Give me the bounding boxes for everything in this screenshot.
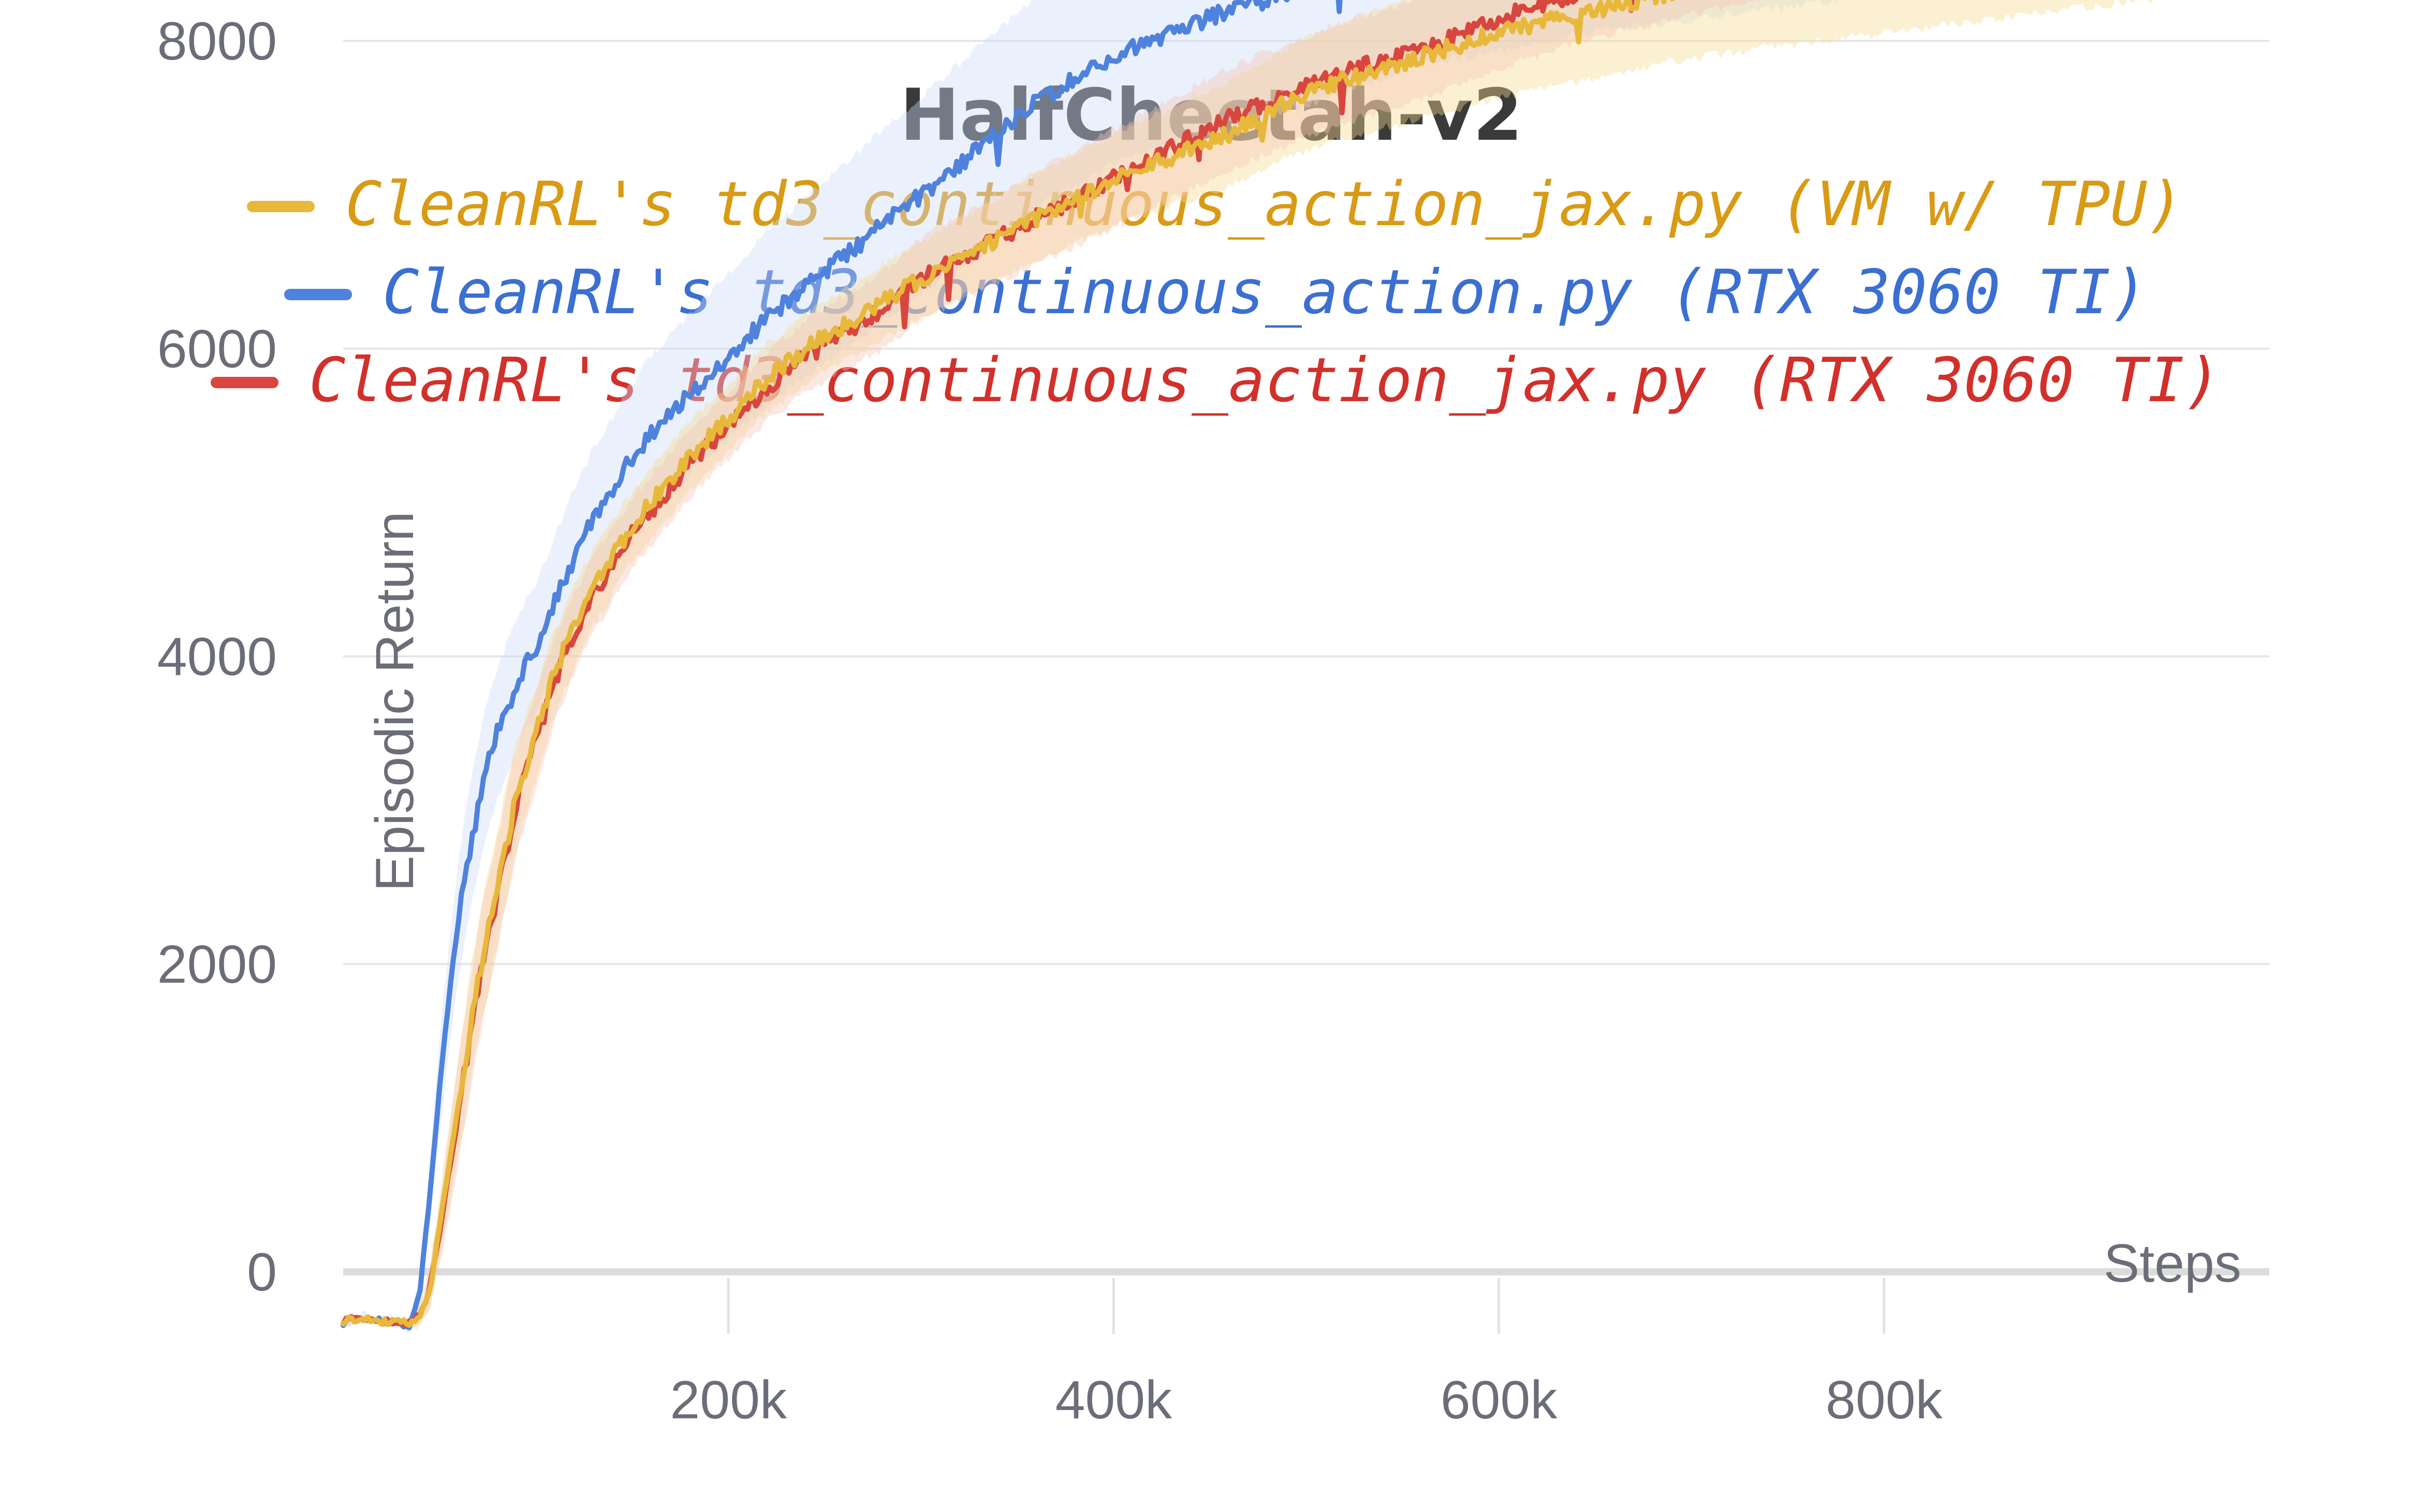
series-band-0 xyxy=(343,0,2164,1332)
x-tick-labels: 200k 400k 600k 800k xyxy=(670,1370,1943,1430)
legend-label-1: CleanRL's td3_continuous_action.py (RTX … xyxy=(383,256,2148,328)
x-tick-label-0: 200k xyxy=(670,1370,787,1430)
legend: CleanRL's td3_continuous_action_jax.py (… xyxy=(211,168,2221,416)
y-tick-label-3: 6000 xyxy=(157,319,277,379)
series-band-1 xyxy=(343,0,1873,1333)
series-line-0 xyxy=(341,0,1675,1328)
y-tick-label-2: 4000 xyxy=(157,627,277,687)
legend-label-0: CleanRL's td3_continuous_action_jax.py (… xyxy=(345,168,2184,240)
series-line-1 xyxy=(341,0,1343,1330)
y-tick-label-1: 2000 xyxy=(157,935,277,995)
y-tick-label-0: 0 xyxy=(247,1242,277,1302)
legend-label-2: CleanRL's td3_continuous_action_jax.py (… xyxy=(309,344,2221,416)
series-lines xyxy=(341,0,1675,1330)
y-tick-label-4: 8000 xyxy=(157,11,277,71)
x-tick-label-1: 400k xyxy=(1055,1370,1173,1430)
confidence-bands xyxy=(343,0,2164,1333)
series-line-2 xyxy=(341,0,1635,1328)
y-axis-label: Episodic Return xyxy=(365,511,425,891)
grid xyxy=(343,40,2269,1334)
x-tick-label-2: 600k xyxy=(1441,1370,1558,1430)
y-tick-labels: 0200040006000800010000 xyxy=(157,11,277,1302)
x-axis-label: Steps xyxy=(2104,1234,2241,1294)
x-tick-label-3: 800k xyxy=(1826,1370,1943,1430)
